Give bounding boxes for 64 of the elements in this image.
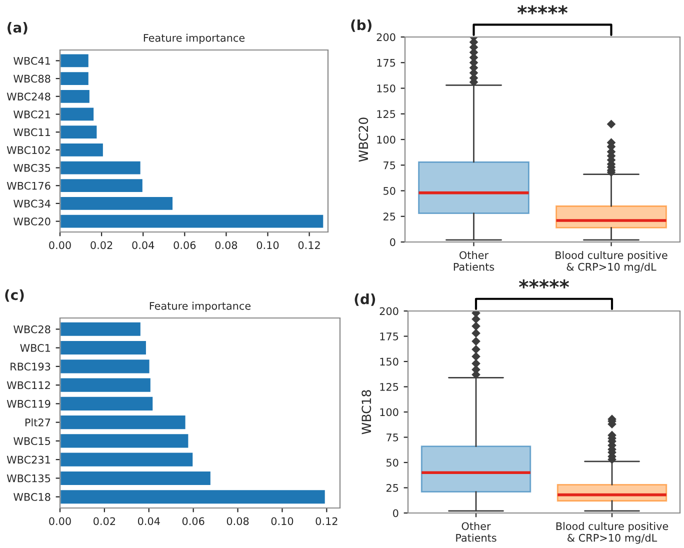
x-tick-label: 0.02 [90,241,112,250]
x-tick-label: Other Patients [454,251,494,271]
y-tick-label: WBC11 [14,128,50,136]
y-tick-label: 125 [380,382,398,391]
y-tick-label: Plt27 [25,418,50,426]
x-tick-label: 0.00 [49,517,71,526]
y-tick-label: 200 [376,33,396,42]
y-tick-label: WBC21 [14,110,50,118]
y-tick-label: 125 [377,110,396,118]
y-tick-label: WBC1 [20,344,50,352]
y-tick-label: WBC18 [14,493,50,501]
x-tick-label: 0.06 [182,517,204,526]
y-tick-label: 100 [380,408,398,416]
y-tick-label: 50 [384,186,396,195]
y-tick-label: WBC119 [6,400,50,408]
x-tick-label: 0.10 [256,241,279,250]
x-tick-label: 0.02 [94,517,115,526]
x-tick-label: 0.04 [138,517,160,526]
y-tick-label: WBC231 [6,456,50,464]
y-tick-label: WBC20 [14,218,50,226]
text: (b) [351,19,372,32]
y-tick-label: 50 [386,458,398,467]
x-tick-label: Blood culture positive & CRP>10 mg/dL [556,522,668,544]
y-tick-label: WBC102 [6,146,50,154]
x-tick-label: 0.08 [215,241,238,250]
y-tick-label: WBC176 [6,182,50,190]
x-tick-label: 0.08 [226,517,249,526]
y-tick-label: WBC41 [14,56,50,65]
y-tick-label: 175 [377,58,396,67]
text: ***** [518,279,570,288]
text: (c) [5,289,24,302]
y-tick-label: WBC88 [14,74,50,83]
y-tick-label: WBC112 [6,381,50,390]
y-tick-label: 25 [383,212,396,220]
y-tick-label: WBC135 [6,474,50,482]
y-tick-label: 75 [386,434,398,442]
x-tick-label: 0.04 [132,241,154,250]
y-tick-label: RBC193 [10,362,50,371]
x-tick-label: 0.06 [174,241,196,250]
x-tick-label: 0.12 [298,241,320,250]
y-tick-label: 175 [380,332,398,340]
y-tick-label: WBC35 [14,164,50,172]
y-tick-label: 200 [380,307,398,316]
y-tick-label: 75 [384,161,396,170]
chart-title: Feature importance [144,34,245,44]
x-tick-label: Blood culture positive & CRP>10 mg/dL [556,251,668,273]
y-tick-label: 0 [393,509,398,518]
y-tick-label: 150 [380,358,398,366]
y-tick-label: WBC248 [6,92,50,100]
y-tick-label: WBC15 [14,437,50,446]
y-tick-label: 100 [377,136,396,144]
x-tick-label: 0.10 [271,517,294,526]
text: (a) [8,22,28,34]
text: (d) [354,294,376,306]
x-tick-label: 0.12 [316,517,338,526]
x-tick-label: 0.00 [49,241,71,250]
y-tick-label: 0 [390,238,396,246]
y-tick-label: WBC34 [14,200,50,208]
y-tick-label: WBC28 [14,325,50,334]
y-tick-label: 150 [377,84,396,92]
chart-title: Feature importance [150,302,251,312]
text: ***** [517,5,568,14]
x-tick-label: Other Patients [456,522,496,542]
y-tick-label: 25 [386,484,398,492]
